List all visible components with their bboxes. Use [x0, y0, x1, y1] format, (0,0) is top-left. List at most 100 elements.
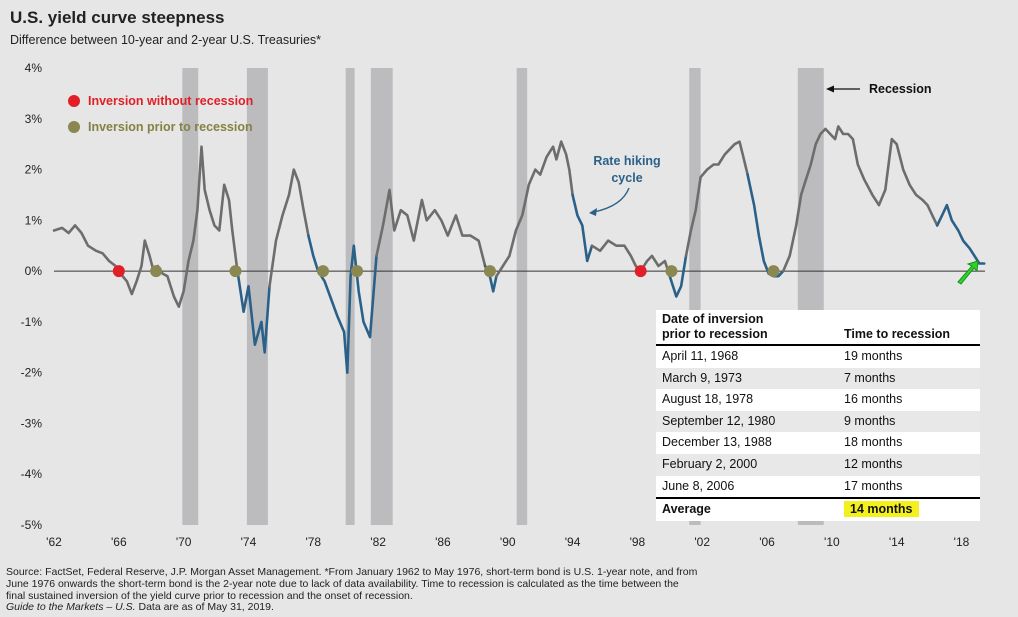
- y-tick-label: 1%: [25, 213, 43, 227]
- y-tick-label: -1%: [21, 315, 43, 329]
- table-row: September 12, 1980 9 months: [656, 410, 980, 433]
- footnote-line-source: Guide to the Markets – U.S. Data are as …: [6, 601, 906, 614]
- series-segment: [590, 239, 670, 273]
- y-tick-label: 2%: [25, 163, 43, 177]
- series-segment-rate-hiking: [746, 173, 785, 278]
- table-cell-date: March 9, 1973: [656, 367, 838, 390]
- recession-arrowhead: [826, 85, 834, 93]
- y-tick-label: 4%: [25, 61, 43, 75]
- legend-marker-inversion-without-recession: [68, 95, 80, 107]
- y-tick-label: 0%: [25, 264, 43, 278]
- current-arrow-icon: [957, 260, 979, 285]
- table-row: February 2, 2000 12 months: [656, 453, 980, 476]
- recession-label: Recession: [869, 82, 932, 96]
- footnote-guide-title: Guide to the Markets – U.S.: [6, 601, 136, 614]
- recession-band: [689, 68, 701, 525]
- x-tick-label: '70: [176, 535, 192, 549]
- rate-hiking-label-line1: Rate hiking: [593, 154, 660, 168]
- marker-inversion-prior-to-recession: [767, 265, 780, 278]
- axes: -5% -4% -3% -2% -1% 0% 1% 2% 3% 4% '62 '66 '70 '74 '78…: [21, 61, 985, 549]
- series-segment: [684, 140, 749, 258]
- y-tick-label: -4%: [21, 467, 43, 481]
- recession-band: [516, 68, 528, 525]
- series-segment-rate-hiking: [571, 193, 594, 263]
- marker-inversion-without-recession: [112, 265, 125, 278]
- series-segment-rate-hiking: [666, 254, 688, 298]
- x-tick-label: '06: [759, 535, 775, 549]
- recession-band: [370, 68, 393, 525]
- table-cell-date: December 13, 1988: [662, 435, 772, 450]
- marker-inversion-without-recession: [634, 265, 647, 278]
- rate-hiking-arrowhead: [589, 208, 597, 216]
- chart-subtitle: Difference between 10-year and 2-year U.…: [10, 33, 322, 47]
- x-tick-label: '78: [305, 535, 321, 549]
- marker-inversion-prior-to-recession: [150, 265, 163, 278]
- annotations: Recession Rate hiking cycle: [589, 82, 979, 285]
- source-footnote: Source: FactSet, Federal Reserve, J.P. M…: [6, 566, 906, 614]
- marker-inversion-prior-to-recession: [351, 265, 364, 278]
- table-cell-date: August 18, 1978: [662, 392, 754, 407]
- table-cell-time: 18 months: [844, 435, 903, 450]
- table-cell-time: 16 months: [844, 392, 903, 407]
- x-tick-label: '98: [630, 535, 646, 549]
- series-segment: [268, 168, 310, 288]
- legend-marker-inversion-prior-to-recession: [68, 121, 80, 133]
- rate-hiking-label-line2: cycle: [611, 171, 642, 185]
- footnote-line: final sustained inversion of the yield c…: [6, 589, 413, 602]
- table-cell-date: February 2, 2000: [656, 453, 838, 476]
- rate-hiking-arrow: [593, 187, 630, 213]
- table-average-cell: 14 months: [838, 497, 980, 521]
- footnote-line: Source: FactSet, Federal Reserve, J.P. M…: [6, 566, 698, 578]
- table-row: August 18, 1978 16 months: [656, 389, 980, 411]
- y-tick-label: -3%: [21, 416, 43, 430]
- series-segment-rate-hiking: [935, 203, 986, 265]
- x-tick-label: '82: [370, 535, 386, 549]
- series-segment-rate-hiking: [235, 267, 271, 354]
- y-tick-label: -2%: [21, 366, 43, 380]
- legend-label-inversion-without-recession: Inversion without recession: [88, 94, 253, 108]
- table-cell-date: September 12, 1980: [656, 410, 838, 433]
- x-tick-label: '62: [46, 535, 62, 549]
- x-tick-label: '66: [111, 535, 127, 549]
- recession-band: [182, 68, 199, 525]
- chart-legend: Inversion without recession Inversion pr…: [68, 94, 253, 134]
- y-tick-label: -5%: [21, 518, 43, 532]
- marker-inversion-prior-to-recession: [229, 265, 242, 278]
- table-cell-date: June 8, 2006: [662, 478, 735, 493]
- table-average-label: Average: [656, 497, 838, 521]
- recession-table: Date of inversion prior to recession Time…: [656, 310, 980, 521]
- series-segment: [375, 188, 487, 268]
- series-segment: [781, 125, 939, 273]
- x-tick-label: '86: [435, 535, 451, 549]
- x-tick-label: '10: [824, 535, 840, 549]
- marker-inversion-prior-to-recession: [483, 265, 496, 278]
- marker-inversion-prior-to-recession: [665, 265, 678, 278]
- table-cell-time: 17 months: [844, 478, 903, 493]
- table-cell-date: April 11, 1968: [662, 349, 739, 363]
- table-row: December 13, 1988 18 months: [656, 432, 980, 454]
- series-segment: [495, 140, 574, 278]
- table-row: April 11, 1968 19 months: [656, 345, 980, 368]
- x-tick-label: '90: [500, 535, 516, 549]
- y-tick-label: 3%: [25, 112, 43, 126]
- table-header-time: Time to recession: [838, 310, 980, 346]
- table-row: June 8, 2006 17 months: [656, 476, 980, 499]
- x-tick-label: '14: [889, 535, 905, 549]
- marker-inversion-prior-to-recession: [317, 265, 330, 278]
- inversion-markers: [112, 265, 780, 278]
- footnote-date: Data are as of May 31, 2019.: [135, 601, 274, 614]
- table-header-date: Date of inversion prior to recession: [656, 310, 838, 346]
- table-cell-time: 19 months: [844, 349, 903, 363]
- table-row: March 9, 1973 7 months: [656, 367, 980, 390]
- chart-title: U.S. yield curve steepness: [10, 8, 225, 27]
- x-tick-label: '74: [241, 535, 257, 549]
- table-header-row: Date of inversion prior to recession Time…: [656, 310, 980, 346]
- series-segment: [52, 145, 239, 308]
- recession-band: [246, 68, 268, 525]
- series-segment-rate-hiking: [307, 234, 378, 374]
- table-average-value: 14 months: [844, 501, 919, 518]
- table-cell-time: 9 months: [838, 410, 980, 433]
- table-cell-time: 12 months: [838, 453, 980, 476]
- x-tick-label: '94: [565, 535, 581, 549]
